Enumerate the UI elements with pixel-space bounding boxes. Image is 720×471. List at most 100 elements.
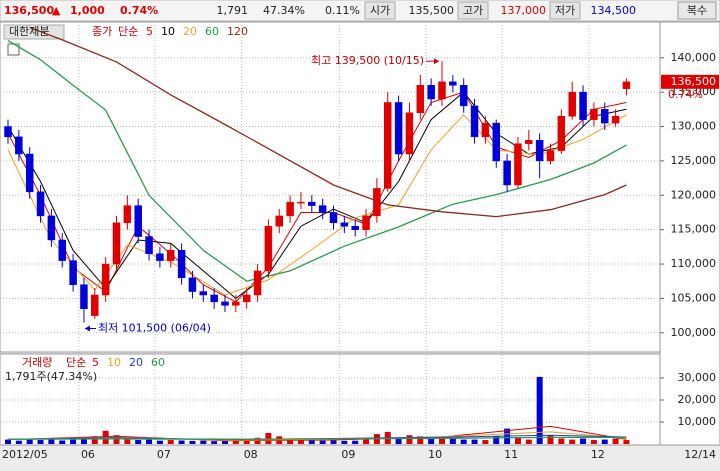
axis-panel [659, 21, 720, 446]
volume-bar [59, 440, 66, 444]
price-tag [661, 74, 719, 89]
volume-bar [222, 440, 228, 444]
price: 136,500 [4, 4, 54, 17]
y-tick-label: 20,000 [678, 393, 717, 406]
candle-body [232, 301, 240, 306]
volume-bar [439, 437, 445, 444]
candle-body [286, 201, 294, 217]
candle-body [470, 105, 479, 138]
volume-bar [178, 440, 185, 444]
y-tick-label: 130,000 [671, 120, 717, 133]
candle-body [546, 150, 555, 162]
volume-bar [91, 436, 98, 444]
candle-body [427, 85, 435, 100]
volume-bar [580, 438, 587, 444]
volume-bar [5, 439, 11, 444]
volume-bar [449, 438, 456, 444]
volume-bar [525, 439, 532, 444]
x-tick-label: 12/14 [684, 448, 716, 461]
candle-body [145, 236, 153, 254]
legend-entry: 10 [107, 356, 121, 369]
y-tick-label: 30,000 [678, 371, 717, 384]
candle-body [481, 122, 490, 138]
candle-body [611, 115, 620, 124]
candle-body [568, 91, 576, 117]
high: 137,000 [501, 4, 547, 17]
legend-entry: 5 [92, 356, 99, 369]
y-tick-label: 125,000 [671, 154, 717, 167]
volume-bar [156, 440, 163, 444]
volume-bar [601, 439, 608, 444]
candle-body [384, 102, 392, 189]
x-tick-label: 11 [504, 448, 518, 461]
legend-title: 단순 [66, 356, 86, 369]
legend-entry: 60 [151, 356, 165, 369]
volume-ratio: 47.34% [263, 4, 305, 17]
ma-line [7, 91, 627, 300]
volume-bar [200, 440, 207, 444]
candle-body [123, 205, 132, 224]
change: 1,000 [70, 4, 105, 17]
label-box [364, 1, 396, 20]
candle-body [91, 294, 99, 316]
candle-body [362, 215, 370, 230]
label-box [549, 1, 581, 20]
candle-body [47, 215, 56, 241]
volume-bar [612, 438, 619, 444]
legend-title: 단순 [118, 25, 138, 38]
volume-bar [167, 440, 174, 444]
candle-body [80, 284, 88, 309]
candle-body [503, 160, 511, 186]
volume-bar [395, 437, 402, 444]
legend-entry: 20 [183, 25, 197, 38]
volume-bar [590, 440, 597, 444]
change-tag-label: 0.74% [668, 88, 703, 101]
volume-bar [341, 440, 348, 444]
candle-body [112, 222, 121, 265]
volume-bar [189, 440, 196, 444]
candle-body [318, 205, 327, 213]
candle-body [351, 225, 359, 230]
volume-bar [569, 439, 576, 444]
candle-body [405, 112, 414, 155]
button[interactable] [677, 1, 717, 20]
y-tick-label: 110,000 [671, 257, 717, 270]
candle-body [15, 136, 23, 155]
volume-bar [15, 440, 22, 444]
x-tick-label: 10 [428, 448, 442, 461]
volume-bar [211, 441, 218, 444]
volume-bar [460, 439, 467, 444]
volume-bar [232, 440, 239, 444]
volume-bar [80, 437, 87, 444]
quote-bar [0, 0, 720, 22]
y-tick-label: 105,000 [671, 291, 717, 304]
volume-bar [26, 438, 33, 444]
volume-bar [146, 439, 153, 444]
price-panel [0, 21, 661, 353]
button-label[interactable]: 복수 [687, 4, 707, 17]
ma-line [7, 40, 627, 282]
x-tick-label: 09 [341, 448, 355, 461]
candle-body [210, 294, 218, 303]
volume-bar [471, 439, 478, 444]
x-tick-label: 06 [81, 448, 95, 461]
annotation: 최고 139,500 (10/15) [311, 54, 424, 67]
annotation: 최저 101,500 (06/04) [98, 321, 211, 334]
candle-body [188, 277, 197, 292]
volume-bar [406, 435, 413, 444]
candle-body [25, 153, 34, 193]
open: 135,500 [409, 4, 455, 17]
candle-body [438, 81, 446, 100]
ma-line [7, 425, 627, 442]
volume-summary: 1,791주(47.34%) [5, 370, 97, 383]
open-label: 시가 [370, 4, 390, 17]
candle-body [492, 122, 500, 162]
candle-body [167, 250, 175, 261]
volume-bar [417, 436, 424, 444]
volume-bar [70, 439, 77, 444]
y-tick-label: 10,000 [678, 415, 717, 428]
volume-bar [319, 440, 326, 444]
y-tick-label: 100,000 [671, 326, 717, 339]
change-pct: 0.74% [120, 4, 158, 17]
